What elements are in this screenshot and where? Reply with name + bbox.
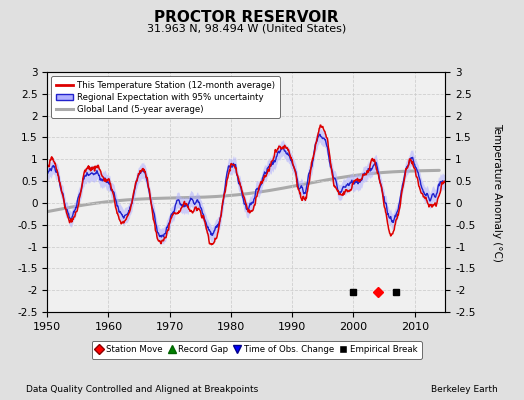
Text: 31.963 N, 98.494 W (United States): 31.963 N, 98.494 W (United States) [147,24,346,34]
Legend: This Temperature Station (12-month average), Regional Expectation with 95% uncer: This Temperature Station (12-month avera… [51,76,280,118]
Text: Berkeley Earth: Berkeley Earth [431,386,498,394]
Legend: Station Move, Record Gap, Time of Obs. Change, Empirical Break: Station Move, Record Gap, Time of Obs. C… [92,341,422,359]
Y-axis label: Temperature Anomaly (°C): Temperature Anomaly (°C) [492,122,502,262]
Text: PROCTOR RESERVOIR: PROCTOR RESERVOIR [154,10,339,26]
Text: Data Quality Controlled and Aligned at Breakpoints: Data Quality Controlled and Aligned at B… [26,386,258,394]
